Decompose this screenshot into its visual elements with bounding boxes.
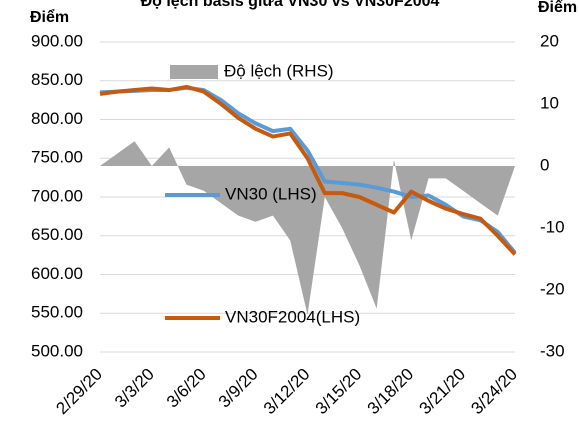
x-tick-label: 3/18/20 [364,365,418,419]
y2-tick-label: 10 [540,93,559,112]
y2-axis-label: Điểm [538,0,577,16]
y2-tick-label: -20 [540,279,565,298]
line [99,84,517,256]
y-tick-label: 500.00 [31,341,83,360]
area [100,141,515,315]
y-tick-label: 800.00 [31,109,83,128]
y-tick-label: 750.00 [31,148,83,167]
x-tick-label: 3/12/20 [260,365,314,419]
y-tick-label: 900.00 [31,31,83,50]
x-tick-label: 3/21/20 [416,365,470,419]
legend-label: VN30F2004(LHS) [225,307,360,326]
y-tick-label: 850.00 [31,70,83,89]
y2-tick-label: 0 [540,155,549,174]
x-tick-label: 3/24/20 [467,365,521,419]
legend-label: Độ lệch (RHS) [224,61,334,80]
x-tick-label: 2/29/20 [52,365,106,419]
y-tick-label: 650.00 [31,225,83,244]
legend-label: VN30 (LHS) [225,184,317,203]
y-tick-label: 600.00 [31,264,83,283]
chart-title: Độ lệch basis giữa VN30 vs VN30F2004 [141,0,440,10]
legend-swatch [170,65,218,79]
y2-tick-label: -10 [540,217,565,236]
x-tick-label: 3/6/20 [163,365,210,412]
y2-tick-label: 20 [540,31,559,50]
x-tick-label: 3/15/20 [312,365,366,419]
y-tick-label: 700.00 [31,186,83,205]
y-axis-label: Điểm [30,8,69,26]
y-tick-label: 550.00 [31,303,83,322]
y2-tick-label: -30 [540,341,565,360]
x-tick-label: 3/9/20 [215,365,262,412]
x-tick-label: 3/3/20 [111,365,158,412]
